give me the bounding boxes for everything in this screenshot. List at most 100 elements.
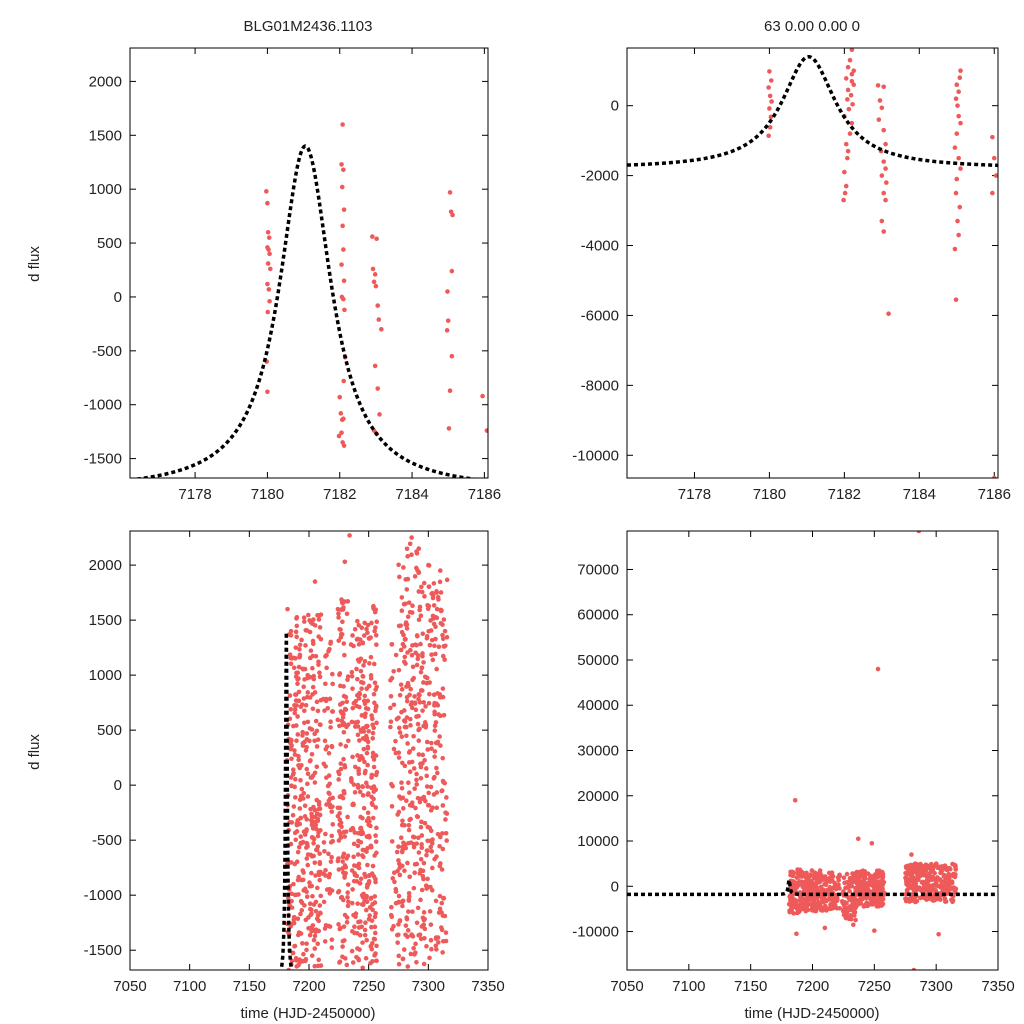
data-point (401, 840, 406, 845)
data-point (310, 814, 315, 819)
data-point (410, 760, 415, 765)
data-point (419, 857, 424, 862)
data-point (440, 950, 445, 955)
data-point (303, 643, 308, 648)
data-point (437, 734, 442, 739)
data-point (346, 899, 351, 904)
data-point (404, 915, 409, 920)
data-point (343, 871, 348, 876)
data-point (397, 894, 402, 899)
data-point (403, 933, 408, 938)
data-point (315, 941, 320, 946)
data-point (938, 884, 943, 889)
data-point (400, 845, 405, 850)
data-point (315, 744, 320, 749)
data-point (402, 644, 407, 649)
data-point (440, 756, 445, 761)
data-point (299, 908, 304, 913)
data-point (430, 841, 435, 846)
data-point (920, 880, 925, 885)
data-point (293, 831, 298, 836)
data-point (373, 877, 378, 882)
data-point (341, 247, 346, 252)
data-point (316, 709, 321, 714)
data-point (359, 686, 364, 691)
data-point (425, 747, 430, 752)
data-point (867, 882, 872, 887)
data-point (766, 133, 771, 138)
data-point (342, 851, 347, 856)
data-point (370, 908, 375, 913)
data-point (294, 723, 299, 728)
data-point (330, 937, 335, 942)
data-point (293, 795, 298, 800)
data-point (875, 904, 880, 909)
data-point (356, 771, 361, 776)
data-point (422, 910, 427, 915)
data-point (412, 694, 417, 699)
x-tick-label: 7180 (251, 486, 284, 503)
data-point (943, 876, 948, 881)
data-point (429, 922, 434, 927)
data-point (359, 832, 364, 837)
data-point (408, 769, 413, 774)
y-tick-label: -1000 (84, 397, 122, 414)
data-point (920, 889, 925, 894)
data-point (363, 659, 368, 664)
data-point (390, 642, 395, 647)
data-point (326, 784, 331, 789)
data-point (419, 776, 424, 781)
data-point (302, 615, 307, 620)
y-tick-label: 2000 (89, 557, 122, 574)
data-point (441, 847, 446, 852)
data-point (373, 687, 378, 692)
data-point (829, 902, 834, 907)
data-point (329, 834, 334, 839)
plot-frame (627, 48, 998, 478)
data-point (857, 875, 862, 880)
x-tick-label: 7182 (828, 486, 861, 503)
data-point (907, 880, 912, 885)
data-point (315, 700, 320, 705)
data-point (422, 861, 427, 866)
data-point (424, 886, 429, 891)
y-tick-label: -500 (92, 343, 122, 360)
data-point (301, 952, 306, 957)
data-point (397, 668, 402, 673)
data-point (308, 901, 313, 906)
data-point (425, 676, 430, 681)
data-point (944, 899, 949, 904)
data-point (397, 962, 402, 967)
data-point (330, 709, 335, 714)
data-point (396, 954, 401, 959)
data-point (835, 898, 840, 903)
data-point (405, 546, 410, 551)
data-point (845, 97, 850, 102)
data-point (366, 746, 371, 751)
data-point (352, 871, 357, 876)
data-point (843, 191, 848, 196)
data-point (398, 693, 403, 698)
data-point (446, 318, 451, 323)
data-point (318, 806, 323, 811)
data-point (866, 871, 871, 876)
data-point (407, 790, 412, 795)
data-point (294, 630, 299, 635)
data-point (404, 923, 409, 928)
data-point (398, 623, 403, 628)
data-point (360, 965, 365, 970)
data-point (422, 936, 427, 941)
data-point (355, 693, 360, 698)
data-point (315, 613, 320, 618)
data-point (306, 720, 311, 725)
data-point (396, 844, 401, 849)
data-point (363, 920, 368, 925)
x-tick-label: 7200 (796, 978, 829, 995)
data-point (314, 719, 319, 724)
data-point (412, 786, 417, 791)
data-point (306, 771, 311, 776)
data-point (442, 644, 447, 649)
data-point (375, 770, 380, 775)
data-point (357, 947, 362, 952)
data-point (364, 894, 369, 899)
